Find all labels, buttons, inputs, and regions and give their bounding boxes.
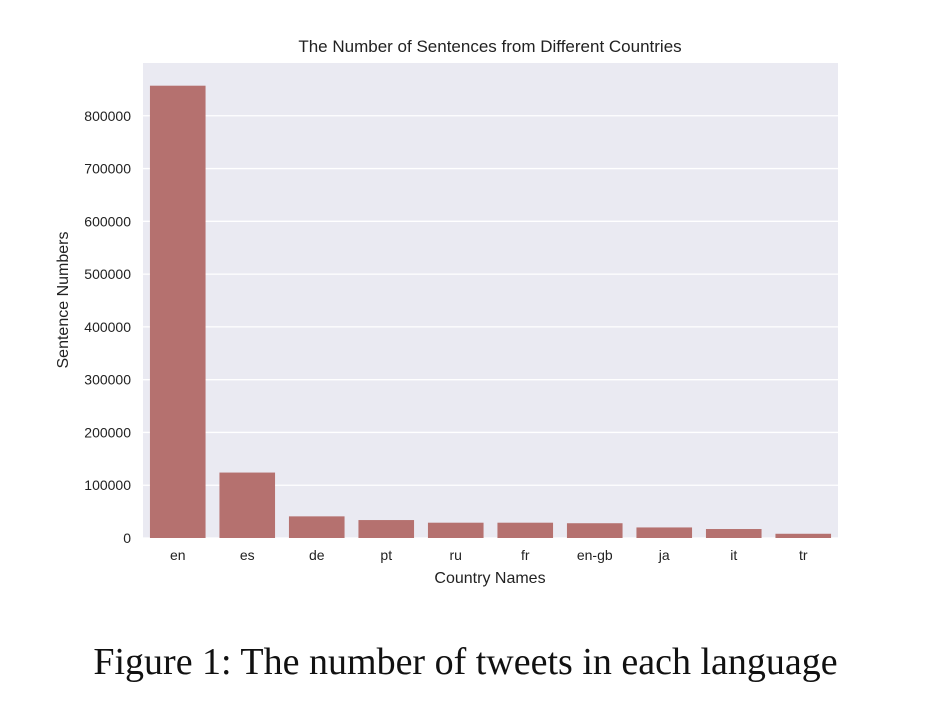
y-axis-ticks: 0 100000 200000 300000 400000 500000 600000 700…: [84, 108, 131, 546]
bar-it: [705, 529, 762, 538]
y-tick-label: 500000: [84, 266, 131, 282]
y-tick-label: 600000: [84, 213, 131, 229]
x-tick-label: ja: [658, 547, 670, 563]
bar-fr: [497, 522, 554, 538]
bar-ja: [636, 527, 693, 538]
bar-ru: [427, 522, 484, 538]
y-tick-label: 300000: [84, 372, 131, 388]
y-tick-label: 0: [123, 530, 131, 546]
x-tick-label: tr: [799, 547, 808, 563]
bar-es: [219, 472, 276, 538]
y-tick-label: 800000: [84, 108, 131, 124]
bars: [149, 85, 832, 538]
y-tick-label: 200000: [84, 424, 131, 440]
bar-pt: [358, 520, 415, 538]
x-tick-label: ru: [450, 547, 462, 563]
bar-en: [149, 85, 206, 538]
x-tick-label: fr: [521, 547, 530, 563]
x-tick-label: es: [240, 547, 255, 563]
bar-de: [288, 516, 345, 538]
x-axis-label: Country Names: [434, 570, 545, 587]
y-tick-label: 100000: [84, 477, 131, 493]
plot-area: [143, 63, 838, 538]
x-tick-label: en-gb: [577, 547, 613, 563]
x-tick-label: pt: [380, 547, 392, 563]
x-tick-label: de: [309, 547, 325, 563]
x-tick-label: en: [170, 547, 186, 563]
figure-caption: Figure 1: The number of tweets in each l…: [93, 641, 838, 683]
bar-chart: 0 100000 200000 300000 400000 500000 600000 700…: [55, 37, 838, 587]
chart-title: The Number of Sentences from Different C…: [298, 37, 681, 56]
x-tick-label: it: [730, 547, 737, 563]
bar-en-gb: [566, 523, 623, 538]
y-axis-label: Sentence Numbers: [55, 232, 72, 369]
y-tick-label: 400000: [84, 319, 131, 335]
bar-tr: [775, 533, 832, 538]
x-axis-ticks: en es de pt ru fr en-gb ja it tr: [170, 547, 808, 563]
y-tick-label: 700000: [84, 161, 131, 177]
